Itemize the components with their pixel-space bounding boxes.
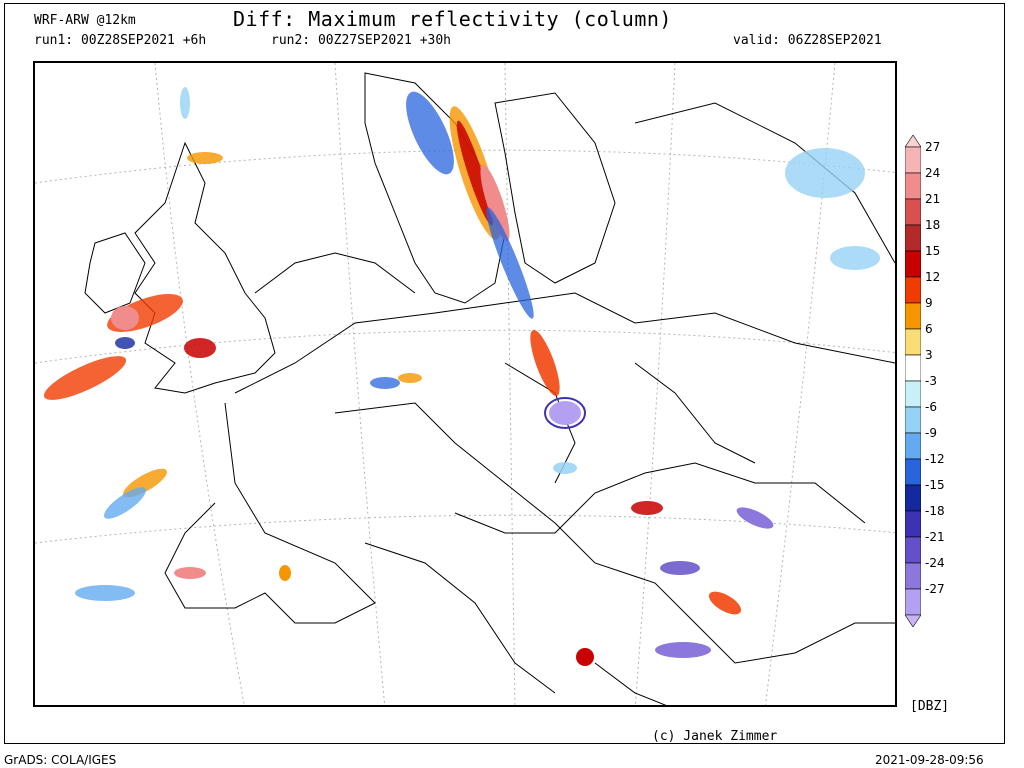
legend-units: [DBZ] <box>910 699 950 714</box>
run2-label: run2: 00Z27SEP2021 +30h <box>271 33 452 48</box>
legend-swatch <box>905 484 921 512</box>
positive-difference-areas <box>43 106 742 666</box>
legend-tick-label: -27 <box>925 582 945 596</box>
reflectivity-map <box>33 61 897 707</box>
legend-tick-label: 9 <box>925 296 933 310</box>
negative-difference-areas <box>75 87 880 658</box>
legend-swatch <box>905 354 921 382</box>
legend-swatch <box>905 510 921 538</box>
legend-swatch <box>905 536 921 564</box>
legend-tick-label: 27 <box>925 140 941 154</box>
model-label: WRF-ARW @12km <box>34 13 136 28</box>
legend-swatch <box>905 328 921 356</box>
legend-tick-label: 3 <box>925 348 933 362</box>
legend-tick-label: 24 <box>925 166 941 180</box>
timestamp-label: 2021-09-28-09:56 <box>875 753 984 767</box>
legend-tick-label: 6 <box>925 322 933 336</box>
legend-tick-label: -15 <box>925 478 945 492</box>
legend-swatch <box>905 588 921 616</box>
legend-top-arrow <box>905 135 921 148</box>
legend-swatch <box>905 302 921 330</box>
software-label: GrADS: COLA/IGES <box>4 753 117 767</box>
legend-bottom-arrow <box>905 614 921 627</box>
legend-swatch <box>905 562 921 590</box>
legend-tick-label: -18 <box>925 504 945 518</box>
color-legend <box>905 135 921 627</box>
legend-tick-label: -21 <box>925 530 945 544</box>
credit-label: (c) Janek Zimmer <box>652 729 778 744</box>
legend-tick-label: 15 <box>925 244 941 258</box>
legend-swatch <box>905 146 921 174</box>
legend-swatch <box>905 276 921 304</box>
legend-tick-label: 21 <box>925 192 941 206</box>
legend-swatch <box>905 432 921 460</box>
legend-swatch <box>905 380 921 408</box>
plot-frame <box>4 3 1005 744</box>
legend-swatch <box>905 172 921 200</box>
coastlines-and-borders <box>84 72 895 705</box>
valid-time-label: valid: 06Z28SEP2021 <box>733 33 882 48</box>
plot-title: Diff: Maximum reflectivity (column) <box>233 7 672 31</box>
legend-tick-label: -24 <box>925 556 945 570</box>
run1-label: run1: 00Z28SEP2021 +6h <box>34 33 207 48</box>
legend-tick-label: -6 <box>925 400 937 414</box>
legend-tick-label: -9 <box>925 426 937 440</box>
legend-tick-label: -3 <box>925 374 937 388</box>
legend-tick-label: 18 <box>925 218 941 232</box>
legend-swatch <box>905 224 921 252</box>
legend-tick-label: -12 <box>925 452 945 466</box>
legend-tick-label: 12 <box>925 270 941 284</box>
legend-swatch <box>905 458 921 486</box>
legend-swatch <box>905 250 921 278</box>
legend-swatch <box>905 198 921 226</box>
legend-swatch <box>905 406 921 434</box>
